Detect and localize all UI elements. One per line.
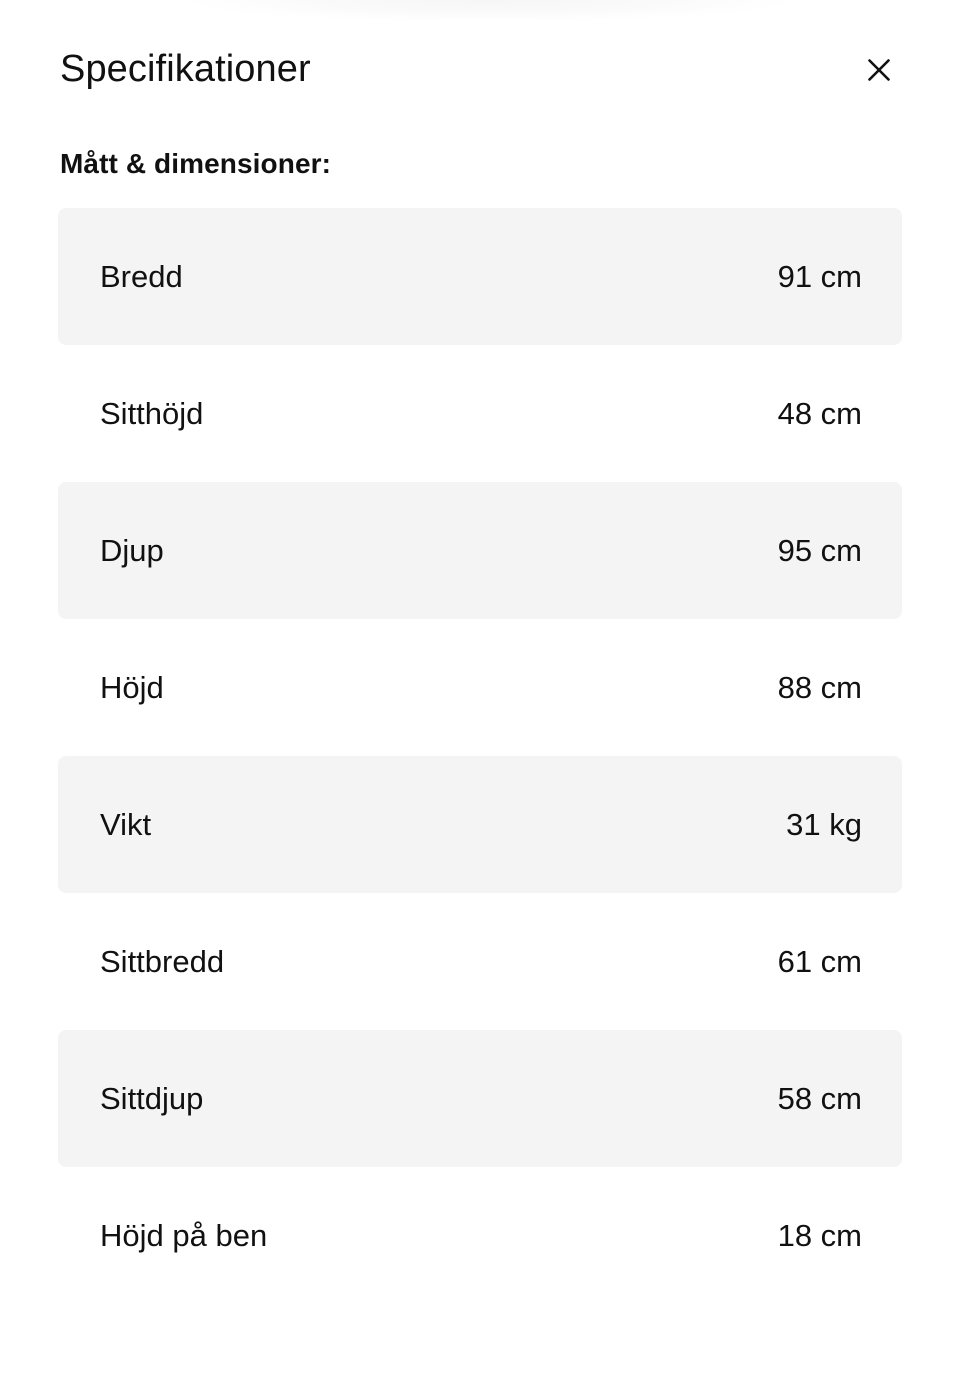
spec-value: 88 cm xyxy=(777,669,862,705)
table-row: Höjd 88 cm xyxy=(58,619,902,756)
spec-value: 61 cm xyxy=(777,943,862,979)
table-row: Vikt 31 kg xyxy=(58,756,902,893)
panel-header: Specifikationer xyxy=(0,0,960,140)
spec-label: Sittbredd xyxy=(100,943,225,979)
spec-table: Bredd 91 cm Sitthöjd 48 cm Djup 95 cm Hö… xyxy=(0,208,960,1304)
spec-value: 48 cm xyxy=(777,395,862,431)
table-row: Bredd 91 cm xyxy=(58,208,902,345)
spec-label: Sittdjup xyxy=(100,1080,204,1116)
table-row: Höjd på ben 18 cm xyxy=(58,1167,902,1304)
spec-label: Sitthöjd xyxy=(100,395,204,431)
spec-label: Djup xyxy=(100,532,164,568)
table-row: Sittdjup 58 cm xyxy=(58,1030,902,1167)
specifications-panel: Specifikationer Mått & dimensioner: Bred… xyxy=(0,0,960,1304)
spec-label: Höjd xyxy=(100,669,164,705)
spec-value: 31 kg xyxy=(786,806,862,842)
close-icon xyxy=(865,56,893,84)
page-title: Specifikationer xyxy=(60,48,311,91)
spec-value: 18 cm xyxy=(777,1217,862,1253)
section-heading-dimensions: Mått & dimensioner: xyxy=(60,148,332,179)
spec-label: Höjd på ben xyxy=(100,1217,268,1253)
table-row: Djup 95 cm xyxy=(58,482,902,619)
spec-value: 95 cm xyxy=(777,532,862,568)
table-row: Sittbredd 61 cm xyxy=(58,893,902,1030)
spec-label: Vikt xyxy=(100,806,152,842)
spec-value: 58 cm xyxy=(777,1080,862,1116)
table-row: Sitthöjd 48 cm xyxy=(58,345,902,482)
spec-value: 91 cm xyxy=(777,258,862,294)
spec-label: Bredd xyxy=(100,258,183,294)
close-button[interactable] xyxy=(856,47,902,93)
